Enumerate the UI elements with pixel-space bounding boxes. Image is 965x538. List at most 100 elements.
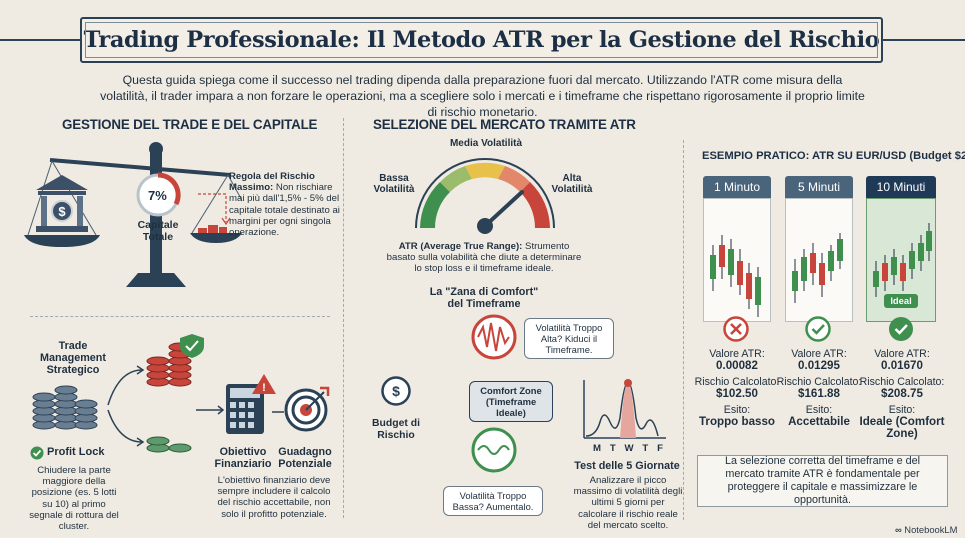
coin-stacks-illustration	[32, 334, 204, 453]
risk-rule-block: Regola del Rischio Massimo: Non rischiar…	[229, 171, 342, 238]
atr-definition-title: ATR (Average True Range):	[398, 241, 523, 252]
atr-label: Valore ATR:	[709, 348, 765, 360]
objective-label: Obiettivo Finanziario	[214, 446, 272, 470]
volatility-gauge	[415, 158, 555, 234]
bank-icon: $	[36, 175, 88, 232]
page-title: Trading Professionale: Il Metodo ATR per…	[83, 27, 880, 53]
comfort-zone-box: Comfort Zone (Timeframe Ideale)	[469, 381, 553, 422]
outcome-value: Ideale (Comfort Zone)	[859, 415, 945, 440]
svg-text:$: $	[58, 204, 66, 219]
risk-label: Rischio Calcolato:	[694, 376, 780, 388]
profit-lock-title: Profit Lock	[47, 446, 105, 458]
strategy-label: Trade Management Strategico	[40, 340, 106, 376]
stats-5m: Valore ATR: 0.01295 Rischio Calcolato: $…	[775, 348, 863, 428]
outcome-value: Troppo basso	[698, 415, 775, 428]
stats-10m: Valore ATR: 0.01670 Rischio Calcolato: $…	[856, 348, 948, 440]
ok-check-icon	[805, 316, 831, 342]
divider-left-horizontal	[30, 316, 330, 317]
risk-value: $102.50	[716, 387, 758, 400]
title-ornament-right	[883, 39, 965, 41]
pie-value: 7%	[148, 188, 167, 203]
outcome-value: Accettabile	[788, 415, 850, 428]
profit-lock-text: Chiudere la parte maggiore della posizio…	[29, 465, 119, 533]
five-day-peak-chart	[583, 379, 666, 439]
day-label: F	[657, 443, 663, 454]
gauge-label-high: Alta Volatilità	[551, 173, 593, 195]
notebooklm-logo-icon: ∞	[895, 524, 902, 535]
column-header: 1 Minuto	[703, 176, 771, 198]
atr-value: 0.01295	[798, 359, 840, 372]
warning-icon: !	[252, 374, 276, 394]
test-text: Analizzare il picco massimo di volatilit…	[573, 475, 683, 531]
atr-value: 0.01670	[881, 359, 923, 372]
profit-lock-check-icon	[30, 446, 44, 460]
budget-label: Budget di Rischio	[372, 418, 420, 441]
stats-1m: Valore ATR: 0.00082 Rischio Calcolato: $…	[693, 348, 781, 428]
high-volatility-icon	[471, 314, 517, 360]
low-volatility-icon	[471, 427, 517, 473]
gauge-label-low: Bassa Volatilità	[373, 173, 415, 195]
test-day-labels: M T W T F	[593, 443, 663, 454]
column-header: 10 Minuti	[866, 176, 936, 198]
objective-illustration: !	[196, 374, 330, 434]
target-icon	[284, 386, 330, 432]
risk-value: $208.75	[881, 387, 923, 400]
timeframe-column-5m: 5 Minuti	[785, 176, 853, 322]
left-pan	[24, 235, 100, 247]
svg-text:$: $	[392, 383, 400, 399]
candlestick-chart	[792, 233, 843, 303]
conclusion-box: La selezione corretta del timeframe e de…	[697, 455, 948, 507]
candlestick-chart	[873, 223, 932, 297]
candlestick-chart	[710, 235, 761, 317]
pie-chart-icon	[136, 172, 181, 217]
divider-right	[683, 140, 684, 520]
fail-x-icon	[723, 316, 749, 342]
middle-heading: SELEZIONE DEL MERCATO TRAMITE ATR	[373, 117, 636, 132]
ideal-badge: Ideal	[884, 294, 918, 308]
dashed-pointer-arrow	[198, 193, 231, 226]
outcome-label: Esito:	[888, 404, 916, 416]
calculator-icon	[226, 384, 264, 434]
low-volatility-bubble: Volatilità Troppo Bassa? Aumentalo.	[443, 486, 543, 516]
intro-text: Questa guida spiega come il successo nel…	[100, 73, 865, 119]
test-title: Test delle 5 Giornate	[574, 460, 680, 472]
balance-scale-illustration: $	[24, 142, 242, 287]
comfort-zone-title: La "Zana di Comfort" del Timeframe	[429, 286, 539, 310]
atr-definition: ATR (Average True Range): Strumento basa…	[384, 241, 584, 275]
title-ornament-left	[0, 39, 80, 41]
risk-label: Rischio Calcolato:	[859, 376, 945, 388]
candle-chart-box	[785, 198, 853, 322]
svg-text:!: !	[262, 382, 266, 394]
day-label: M	[593, 443, 601, 454]
ideal-check-icon	[889, 317, 913, 341]
column-header: 5 Minuti	[785, 176, 853, 198]
objective-text: L'obiettivo finanziario deve sempre incl…	[217, 475, 331, 520]
day-label: W	[624, 443, 634, 454]
outcome-label: Esito:	[805, 404, 833, 416]
divider-left	[343, 118, 344, 518]
day-label: T	[609, 443, 616, 454]
day-label: T	[642, 443, 649, 454]
gauge-label-mid: Media Volatilità	[449, 138, 523, 149]
timeframe-column-1m: 1 Minuto	[703, 176, 771, 322]
left-heading: GESTIONE DEL TRADE E DEL CAPITALE	[62, 117, 318, 132]
risk-value: $161.88	[798, 387, 840, 400]
atr-label: Valore ATR:	[791, 348, 847, 360]
atr-value: 0.00082	[716, 359, 758, 372]
atr-definition-text: Strumento basato sulla volabilità che di…	[386, 241, 582, 275]
high-volatility-bubble: Volatilità Troppo Alta? Kiduci il Timefr…	[524, 318, 614, 359]
atr-label: Valore ATR:	[874, 348, 930, 360]
footer-text: NotebookLM	[904, 524, 958, 535]
capital-label: Capitale Totale	[137, 219, 179, 243]
gauge-needle	[483, 190, 524, 228]
risk-rule-title: Regola del Rischio Massimo:	[229, 171, 315, 194]
budget-coin-icon: $	[381, 376, 411, 406]
candle-chart-box	[703, 198, 771, 322]
title-frame: Trading Professionale: Il Metodo ATR per…	[80, 17, 883, 63]
risk-label: Rischio Calcolato:	[776, 376, 862, 388]
right-pan	[190, 233, 242, 243]
outcome-label: Esito:	[723, 404, 751, 416]
footer-brand: ∞ NotebookLM	[895, 524, 957, 535]
conclusion-text: La selezione corretta del timeframe e de…	[724, 455, 921, 506]
risk-rule-text: Non rischiare mai più dall'1,5% - 5% del…	[229, 182, 340, 239]
